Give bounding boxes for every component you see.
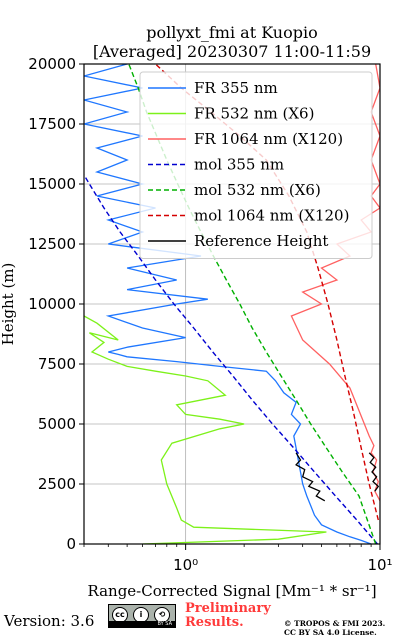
series-line-7 xyxy=(368,452,380,492)
legend-label: FR 355 nm xyxy=(194,79,278,97)
version-label: Version: 3.6 xyxy=(4,612,95,630)
chart-subtitle: [Averaged] 20230307 11:00-11:59 xyxy=(93,42,371,61)
license-badge-label: BY SA xyxy=(109,621,175,627)
preliminary-notice: Preliminary Results. xyxy=(185,602,271,630)
y-tick-label: 17500 xyxy=(28,115,76,133)
legend-label: mol 355 nm xyxy=(194,156,284,174)
lidar-chart: pollyxt_fmi at Kuopio[Averaged] 20230307… xyxy=(0,23,393,600)
legend-box xyxy=(139,71,373,259)
preliminary-line-2: Results. xyxy=(185,615,244,630)
x-axis-label: Range-Corrected Signal [Mm⁻¹ * sr⁻¹] xyxy=(87,582,376,600)
series-line-3 xyxy=(84,173,378,544)
copyright-line-1: © TROPOS & FMI 2023. xyxy=(284,619,386,628)
y-tick-label: 10000 xyxy=(28,295,76,313)
legend-label: mol 1064 nm (X120) xyxy=(194,207,349,225)
series-line-0 xyxy=(84,64,372,544)
copyright-notice: © TROPOS & FMI 2023. CC BY SA 4.0 Licens… xyxy=(284,619,385,637)
footer: Version: 3.6 cc i ⟲ BY SA Preliminary Re… xyxy=(0,600,400,640)
y-tick-label: 5000 xyxy=(38,415,76,433)
series-line-1 xyxy=(84,315,327,544)
legend-label: FR 1064 nm (X120) xyxy=(194,130,343,148)
y-tick-label: 20000 xyxy=(28,55,76,73)
legend-label: mol 532 nm (X6) xyxy=(194,181,321,199)
cc-logo-icon: cc xyxy=(112,607,128,623)
y-axis-label: Height (m) xyxy=(0,263,17,346)
cc-by-sa-icon: cc i ⟲ BY SA xyxy=(108,604,176,628)
chart-title: pollyxt_fmi at Kuopio xyxy=(146,23,317,42)
legend-label: FR 532 nm (X6) xyxy=(194,105,314,123)
copyright-line-2: CC BY SA 4.0 License. xyxy=(284,628,377,637)
x-tick-label: 10⁰ xyxy=(173,556,198,574)
y-tick-label: 7500 xyxy=(38,355,76,373)
y-tick-label: 12500 xyxy=(28,235,76,253)
y-tick-label: 2500 xyxy=(38,475,76,493)
preliminary-line-1: Preliminary xyxy=(185,601,271,616)
legend-label: Reference Height xyxy=(194,232,328,250)
x-tick-label: 10¹ xyxy=(367,556,392,574)
series-line-2 xyxy=(290,64,380,502)
y-tick-label: 0 xyxy=(66,535,76,553)
series-line-6 xyxy=(295,452,326,502)
y-tick-label: 15000 xyxy=(28,175,76,193)
